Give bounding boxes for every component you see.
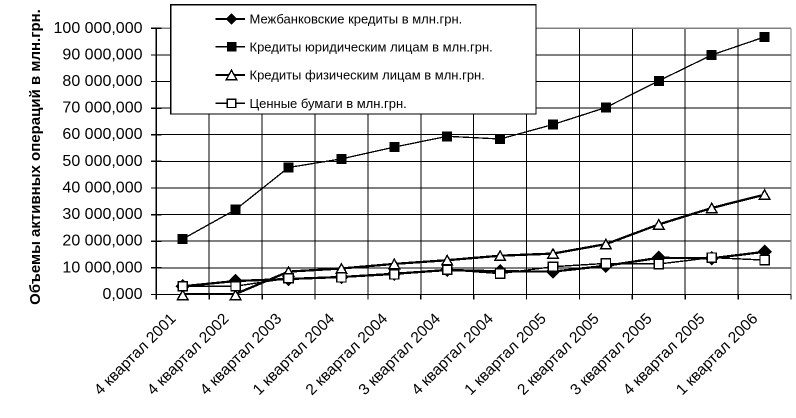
svg-text:70 000,000: 70 000,000	[62, 100, 142, 117]
svg-text:40 000,000: 40 000,000	[62, 180, 142, 197]
svg-text:0,000: 0,000	[102, 286, 142, 303]
svg-text:Кредиты юридическим лицам в мл: Кредиты юридическим лицам в млн.грн.	[250, 39, 493, 54]
svg-text:50 000,000: 50 000,000	[62, 153, 142, 170]
svg-text:90 000,000: 90 000,000	[62, 46, 142, 63]
svg-text:Объемы активных операций в млн: Объемы активных операций в млн.грн.	[27, 9, 44, 305]
svg-text:20 000,000: 20 000,000	[62, 233, 142, 250]
svg-text:30 000,000: 30 000,000	[62, 206, 142, 223]
svg-text:Ценные бумаги в млн.грн.: Ценные бумаги в млн.грн.	[250, 96, 407, 111]
svg-text:10 000,000: 10 000,000	[62, 259, 142, 276]
svg-text:60 000,000: 60 000,000	[62, 126, 142, 143]
svg-text:80 000,000: 80 000,000	[62, 73, 142, 90]
svg-text:100 000,000: 100 000,000	[54, 20, 143, 37]
svg-text:Кредиты физическим лицам в млн: Кредиты физическим лицам в млн.грн.	[250, 67, 485, 82]
svg-text:Межбанковские кредиты в млн.гр: Межбанковские кредиты в млн.грн.	[250, 11, 463, 26]
